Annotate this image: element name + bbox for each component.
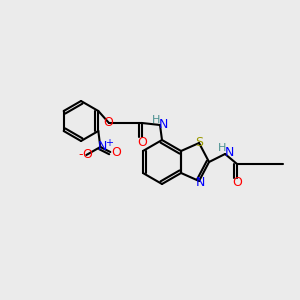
Text: +: + (105, 138, 113, 148)
Text: O: O (232, 176, 242, 190)
Text: O: O (111, 146, 121, 158)
Text: H: H (152, 115, 160, 125)
Text: N: N (158, 118, 168, 130)
Text: N: N (224, 146, 234, 158)
Text: H: H (218, 143, 226, 153)
Text: O: O (103, 116, 113, 130)
Text: O: O (137, 136, 147, 148)
Text: N: N (98, 140, 107, 154)
Text: -: - (78, 148, 82, 161)
Text: O: O (82, 148, 92, 161)
Text: N: N (195, 176, 205, 188)
Text: S: S (195, 136, 203, 149)
